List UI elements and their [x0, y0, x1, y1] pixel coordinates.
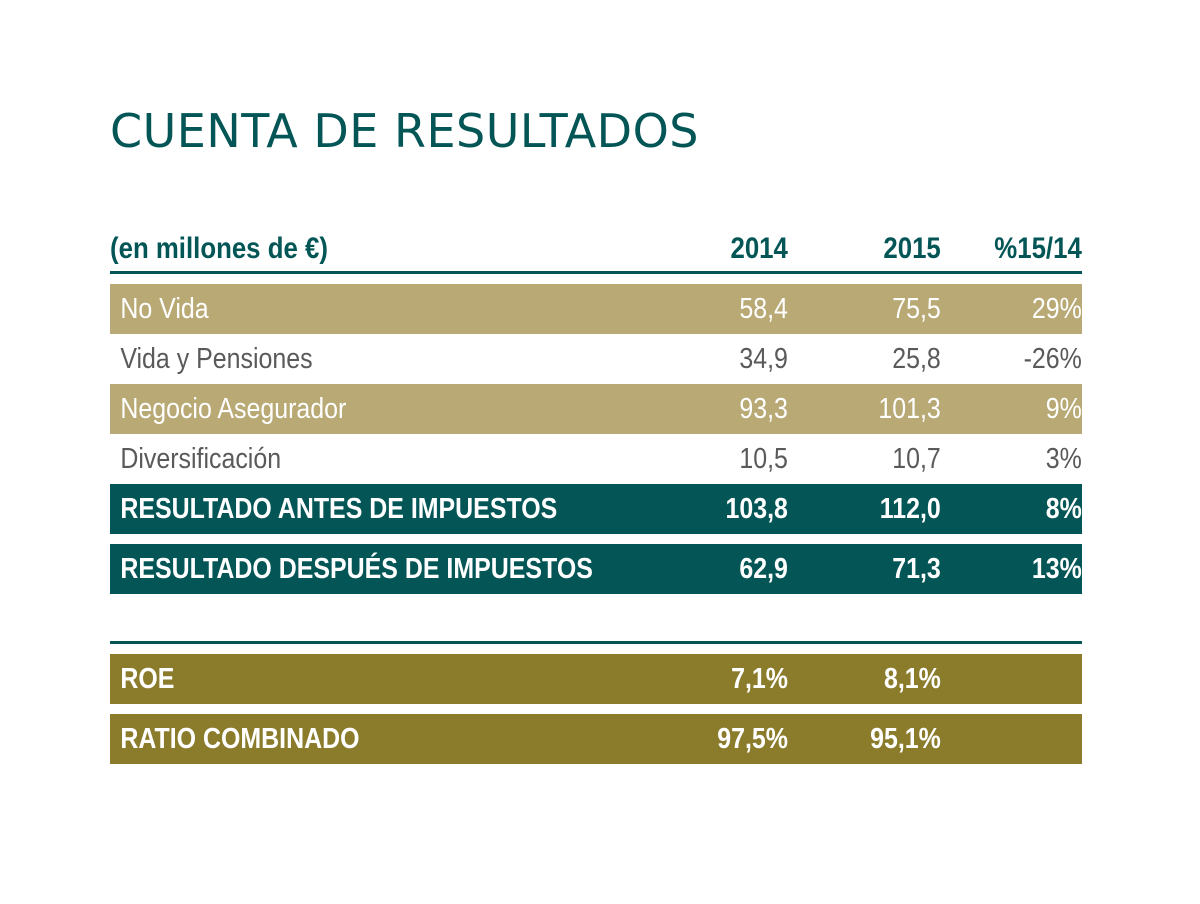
- row-value-2015: 95,1%: [870, 722, 941, 755]
- row-value-2015: 8,1%: [883, 662, 941, 695]
- ratio-row-background: [110, 654, 1082, 704]
- row-value-2015: 112,0: [879, 492, 941, 525]
- row-label: RESULTADO DESPUÉS DE IMPUESTOS: [120, 552, 593, 585]
- row-value-pct: -26%: [1023, 342, 1082, 375]
- page-title: CUENTA DE RESULTADOS: [110, 104, 699, 158]
- row-value-pct: 29%: [1031, 292, 1082, 325]
- ratio-row-background: [110, 714, 1082, 764]
- row-background: [110, 284, 1082, 334]
- row-label: RESULTADO ANTES DE IMPUESTOS: [120, 492, 558, 525]
- row-label: Vida y Pensiones: [120, 342, 313, 375]
- row-label: RATIO COMBINADO: [120, 722, 360, 755]
- row-value-2015: 71,3: [892, 552, 941, 585]
- ratios-divider: [110, 641, 1082, 644]
- table-row: No Vida 58,4 75,5 29%: [110, 284, 1082, 334]
- header-2015: 2015: [883, 232, 941, 265]
- row-value-pct: 3%: [1045, 442, 1082, 475]
- total-row-aftertax: RESULTADO DESPUÉS DE IMPUESTOS 62,9 71,3…: [110, 544, 1082, 594]
- row-value-2015: 75,5: [892, 292, 941, 325]
- row-value-2015: 10,7: [892, 442, 941, 475]
- row-value-2015: 25,8: [892, 342, 941, 375]
- row-value-2014: 62,9: [739, 552, 788, 585]
- header-divider: [110, 271, 1082, 274]
- total-row-background: [110, 544, 1082, 594]
- row-label: No Vida: [120, 292, 209, 325]
- row-background: [110, 384, 1082, 434]
- table-row: Negocio Asegurador 93,3 101,3 9%: [110, 384, 1082, 434]
- table-header: (en millones de €) 2014 2015 %15/14: [110, 226, 1082, 272]
- table-row: Diversificación 10,5 10,7 3%: [110, 434, 1082, 484]
- total-row-background: [110, 484, 1082, 534]
- ratio-row-roe: ROE 7,1% 8,1%: [110, 654, 1082, 704]
- header-pct-change: %15/14: [994, 232, 1082, 265]
- row-value-2014: 97,5%: [717, 722, 788, 755]
- row-label: Negocio Asegurador: [120, 392, 347, 425]
- header-units-label: (en millones de €): [110, 232, 328, 265]
- row-value-pct: 8%: [1045, 492, 1082, 525]
- row-label: ROE: [120, 662, 175, 695]
- row-value-2014: 7,1%: [731, 662, 788, 695]
- row-value-2015: 101,3: [878, 392, 941, 425]
- row-value-2014: 103,8: [725, 492, 788, 525]
- total-row-pretax: RESULTADO ANTES DE IMPUESTOS 103,8 112,0…: [110, 484, 1082, 534]
- ratio-row-combined: RATIO COMBINADO 97,5% 95,1%: [110, 714, 1082, 764]
- row-value-2014: 34,9: [739, 342, 788, 375]
- row-value-2014: 10,5: [739, 442, 788, 475]
- row-value-2014: 58,4: [739, 292, 788, 325]
- row-value-pct: 13%: [1031, 552, 1082, 585]
- row-label: Diversificación: [120, 442, 282, 475]
- row-value-pct: 9%: [1045, 392, 1082, 425]
- header-2014: 2014: [730, 232, 788, 265]
- table-row: Vida y Pensiones 34,9 25,8 -26%: [110, 334, 1082, 384]
- row-value-2014: 93,3: [739, 392, 788, 425]
